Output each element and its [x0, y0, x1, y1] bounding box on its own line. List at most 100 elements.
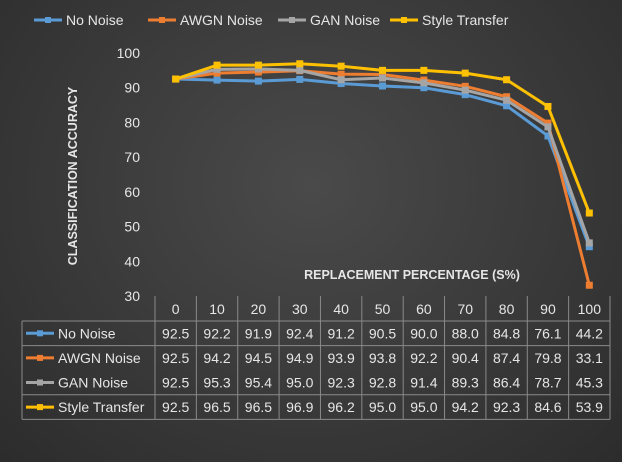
table-cell: 93.9 [328, 350, 355, 366]
data-point [503, 102, 511, 110]
data-point [379, 74, 386, 82]
legend-marker [45, 17, 51, 23]
y-tick-label: 40 [124, 253, 140, 269]
y-tick-label: 90 [124, 80, 140, 96]
legend-label: AWGN Noise [180, 12, 263, 28]
table-row-label: GAN Noise [58, 375, 128, 391]
table-row-label: No Noise [58, 325, 116, 341]
data-point [503, 96, 511, 104]
table-cell: 91.2 [328, 325, 355, 341]
table-cell: 84.8 [493, 325, 520, 341]
x-tick-label: 0 [172, 301, 180, 317]
y-axis: 30 40 50 60 70 80 90 100 [117, 45, 141, 304]
data-point [213, 65, 221, 73]
table-cell: 94.2 [203, 350, 230, 366]
x-tick-label: 50 [375, 301, 391, 317]
legend-label: GAN Noise [310, 12, 380, 28]
legend-label: Style Transfer [422, 12, 509, 28]
table-cell: 33.1 [576, 350, 603, 366]
data-point [296, 60, 304, 68]
legend-marker [159, 17, 165, 23]
table-cell: 94.2 [452, 399, 479, 415]
data-table: 0 10 20 30 40 50 60 70 80 90 100 No Noise 92.5 92.2 91… [21, 296, 611, 420]
table-cell: 86.4 [493, 375, 520, 391]
table-cell: 96.5 [245, 399, 272, 415]
data-point [254, 65, 262, 73]
data-point [585, 281, 593, 289]
data-point [544, 119, 552, 127]
x-tick-label: 30 [292, 301, 308, 317]
data-point [213, 61, 221, 69]
table-cell: 93.8 [369, 350, 396, 366]
legend: No Noise AWGN Noise GAN Noise Style Transfe… [34, 12, 509, 28]
table-cell: 91.9 [245, 325, 272, 341]
table-cell: 79.8 [534, 350, 561, 366]
table-cell: 90.5 [369, 325, 396, 341]
table-cell: 92.2 [410, 350, 437, 366]
table-cell: 92.5 [162, 350, 189, 366]
legend-marker [289, 17, 295, 23]
table-cell: 96.9 [286, 399, 313, 415]
table-cell: 84.6 [534, 399, 561, 415]
table-cell: 90.0 [410, 325, 437, 341]
data-point [296, 66, 304, 74]
data-point [296, 75, 304, 83]
data-point [337, 62, 345, 70]
table-cell: 87.4 [493, 350, 520, 366]
table-cell: 92.8 [369, 375, 396, 391]
table-legend-marker [37, 330, 43, 337]
data-point [172, 75, 180, 83]
data-point [254, 61, 262, 69]
table-cell: 95.0 [369, 399, 396, 415]
x-tick-label: 70 [457, 301, 473, 317]
series-lines [172, 60, 593, 289]
table-cell: 89.3 [452, 375, 479, 391]
data-point [379, 66, 386, 74]
table-cell: 92.5 [162, 325, 189, 341]
y-tick-label: 60 [124, 184, 140, 200]
y-tick-label: 50 [124, 219, 140, 235]
data-point [420, 84, 428, 92]
x-tick-label: 10 [209, 301, 225, 317]
data-point [503, 76, 511, 84]
x-tick-label: 90 [540, 301, 556, 317]
table-cell: 45.3 [576, 375, 603, 391]
table-cell: 53.9 [576, 399, 603, 415]
data-point [544, 132, 552, 140]
table-cell: 91.4 [410, 375, 437, 391]
y-axis-title: CLASSIFICATION ACCURACY [66, 86, 80, 265]
table-cell: 92.2 [203, 325, 230, 341]
table-cell: 44.2 [576, 325, 603, 341]
data-point [461, 82, 469, 90]
table-cell: 92.3 [493, 399, 520, 415]
x-tick-label: 80 [499, 301, 515, 317]
y-tick-label: 100 [117, 45, 141, 61]
table-cell: 88.0 [452, 325, 479, 341]
y-tick-label: 30 [124, 288, 140, 304]
data-point [585, 209, 593, 217]
x-tick-label: 100 [578, 301, 602, 317]
table-cell: 78.7 [534, 375, 561, 391]
table-cell: 95.0 [410, 399, 437, 415]
table-cell: 76.1 [534, 325, 561, 341]
x-tick-label: 60 [416, 301, 432, 317]
data-point [461, 86, 469, 94]
data-point [337, 80, 345, 88]
data-point [461, 69, 469, 77]
table-cell: 96.2 [328, 399, 355, 415]
data-point [337, 76, 345, 84]
data-point [461, 91, 469, 99]
data-point [544, 102, 552, 110]
x-axis-title: REPLACEMENT PERCENTAGE (S%) [304, 268, 520, 282]
legend-marker [401, 17, 407, 23]
table-cell: 90.4 [452, 350, 479, 366]
series-line [175, 69, 591, 286]
table-cell: 95.4 [245, 375, 272, 391]
data-point [254, 77, 262, 85]
table-cell: 92.3 [328, 375, 355, 391]
table-legend-marker [37, 404, 43, 411]
y-tick-label: 70 [124, 149, 140, 165]
table-legend-marker [37, 379, 43, 386]
table-row-label: Style Transfer [58, 399, 145, 415]
